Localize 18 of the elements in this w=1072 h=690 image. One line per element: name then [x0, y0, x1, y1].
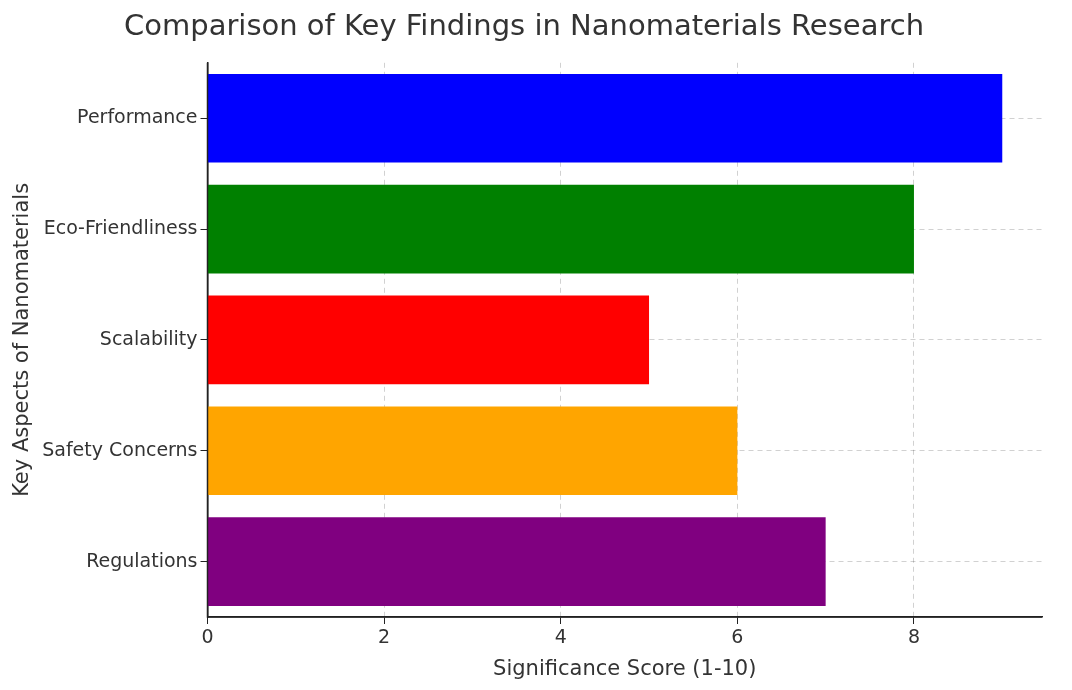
- bar: [208, 295, 650, 385]
- y-axis-title: Key Aspects of Nanomaterials: [9, 182, 34, 497]
- bar: [208, 184, 914, 274]
- bar: [208, 73, 1003, 163]
- x-tick-label: 2: [378, 625, 391, 648]
- y-tick-label: Eco-Friendliness: [43, 216, 198, 238]
- y-tick-label: Regulations: [86, 548, 198, 571]
- x-tick-label: 4: [554, 625, 567, 648]
- x-tick-label: 6: [731, 625, 744, 648]
- y-tick-label: Performance: [77, 105, 198, 128]
- bar: [208, 406, 738, 496]
- chart-title: Comparison of Key Findings in Nanomaterials Research: [123, 7, 925, 42]
- bar: [208, 517, 826, 606]
- x-tick-label: 8: [907, 625, 920, 648]
- x-axis-title: Significance Score (1-10): [493, 655, 757, 680]
- x-tick-label: 0: [201, 625, 214, 648]
- y-tick-label: Scalability: [99, 326, 198, 349]
- y-tick-label: Safety Concerns: [42, 437, 198, 460]
